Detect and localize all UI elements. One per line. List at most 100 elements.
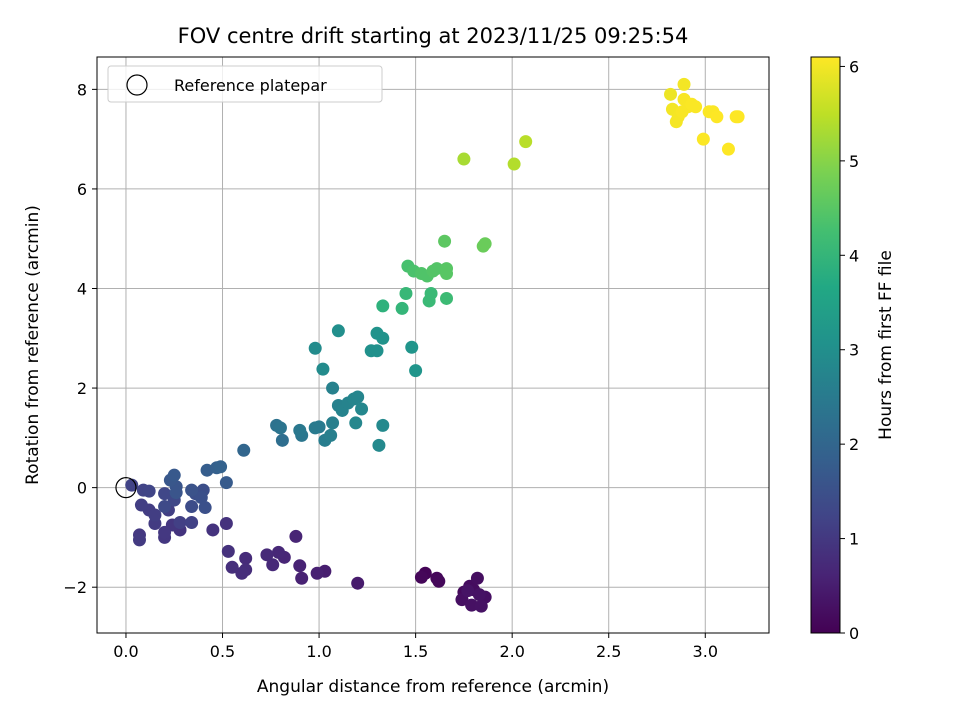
scatter-point [148, 508, 162, 522]
colorbar [810, 56, 841, 634]
scatter-point [221, 544, 235, 558]
scatter-point [185, 515, 199, 529]
scatter-point [185, 500, 199, 514]
colorbar-tick-label: 6 [849, 57, 859, 76]
colorbar-tick-label: 3 [849, 341, 859, 360]
scatter-point [239, 551, 253, 565]
y-axis-ticks: −2 0 2 4 6 8 [63, 80, 97, 597]
scatter-point [235, 566, 249, 580]
scatter-point [134, 498, 148, 512]
scatter-point [430, 262, 444, 276]
scatter-point [167, 468, 181, 482]
x-tick-label: 0.0 [113, 642, 138, 661]
scatter-point [470, 571, 484, 585]
scatter-point [414, 570, 428, 584]
legend-label: Reference platepar [174, 76, 327, 95]
scatter-point [273, 421, 287, 435]
reference-marker-group [115, 477, 137, 499]
legend-reference-marker [126, 74, 148, 96]
scatter-point [440, 267, 454, 281]
x-tick-label: 1.5 [403, 642, 428, 661]
y-axis-label: Rotation from reference (arcmin) [23, 205, 43, 485]
scatter-point [409, 364, 423, 378]
scatter-point [395, 301, 409, 315]
scatter-point [260, 548, 274, 562]
scatter-point [158, 500, 172, 514]
scatter-point [289, 529, 303, 543]
scatter-point [424, 286, 438, 300]
x-axis-label: Angular distance from reference (arcmin) [257, 677, 609, 697]
y-tick-label: 8 [77, 80, 87, 99]
scatter-point [331, 324, 345, 338]
scatter-point [457, 152, 471, 166]
chart-title: FOV centre drift starting at 2023/11/25 … [178, 24, 689, 48]
scatter-point [206, 523, 220, 537]
scatter-point [194, 491, 208, 505]
scatter-point [376, 418, 390, 432]
scatter-point [310, 566, 324, 580]
scatter-point [326, 381, 340, 395]
scatter-point [376, 331, 390, 345]
scatter-point [185, 483, 199, 497]
colorbar-tick-label: 0 [849, 624, 859, 643]
colorbar-tick-label: 4 [849, 246, 859, 265]
x-tick-label: 2.5 [596, 642, 621, 661]
scatter-point [214, 460, 228, 474]
x-tick-label: 2.0 [499, 642, 524, 661]
scatter-point [308, 421, 322, 435]
colorbar-tick-label: 2 [849, 435, 859, 454]
scatter-point [677, 77, 691, 91]
scatter-point [295, 571, 309, 585]
grid-lines [97, 57, 769, 633]
scatter-point [696, 132, 710, 146]
scatter-point [710, 110, 724, 124]
scatter-point [405, 340, 419, 354]
scatter-points [125, 77, 745, 613]
scatter-point [351, 576, 365, 590]
legend-box [107, 65, 383, 103]
scatter-point [432, 574, 446, 588]
scatter-point [132, 533, 146, 547]
scatter-point [272, 545, 286, 559]
x-tick-label: 0.5 [210, 642, 235, 661]
scatter-point [316, 362, 330, 376]
legend: Reference platepar [107, 65, 383, 103]
y-tick-label: 0 [77, 479, 87, 498]
y-tick-label: 6 [77, 180, 87, 199]
scatter-point [219, 516, 233, 530]
scatter-point [519, 135, 533, 149]
scatter-point [349, 416, 363, 430]
colorbar-label: Hours from first FF file [876, 250, 896, 440]
scatter-point [478, 237, 492, 251]
scatter-point [237, 443, 251, 457]
scatter-point [664, 87, 678, 101]
scatter-point [266, 558, 280, 572]
scatter-point [351, 390, 365, 404]
scatter-point [225, 560, 239, 574]
scatter-point [169, 486, 183, 500]
y-tick-label: −2 [63, 578, 87, 597]
y-tick-label: 2 [77, 379, 87, 398]
reference-marker [115, 477, 137, 499]
x-axis-ticks: 0.0 0.5 1.0 1.5 2.0 2.5 3.0 [113, 633, 718, 661]
scatter-point [461, 584, 475, 598]
scatter-point [472, 588, 486, 602]
scatter-point [376, 299, 390, 313]
scatter-point [355, 402, 369, 416]
scatter-point [326, 416, 340, 430]
scatter-point [198, 501, 212, 515]
scatter-point [158, 525, 172, 539]
scatter-point [370, 344, 384, 358]
scatter-point [293, 559, 307, 573]
x-tick-label: 1.0 [306, 642, 331, 661]
scatter-point [507, 157, 521, 171]
scatter-point [465, 598, 479, 612]
scatter-point [142, 484, 156, 498]
scatter-point [372, 438, 386, 452]
plot-frame [96, 56, 770, 634]
scatter-point [731, 110, 745, 124]
scatter-point [125, 478, 139, 492]
x-tick-label: 3.0 [693, 642, 718, 661]
scatter-point [158, 487, 172, 501]
